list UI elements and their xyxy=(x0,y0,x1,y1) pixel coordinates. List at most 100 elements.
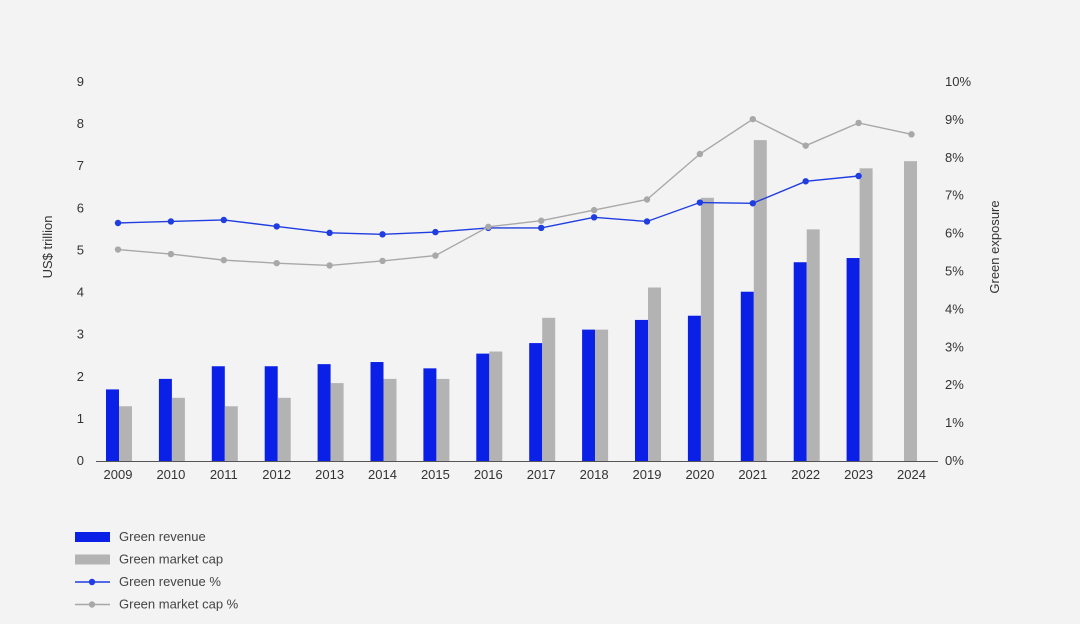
point-green-revenue-pct xyxy=(590,214,598,221)
bar-green-market-cap xyxy=(806,229,820,461)
bar-green-revenue xyxy=(423,368,437,461)
bar-green-revenue xyxy=(211,366,225,461)
point-green-market-cap-pct xyxy=(379,257,386,265)
bar-green-market-cap xyxy=(859,168,873,462)
x-tick-label: 2015 xyxy=(421,467,450,482)
bar-green-market-cap xyxy=(330,383,344,461)
point-green-market-cap-pct xyxy=(326,262,333,269)
x-tick-label: 2019 xyxy=(633,467,662,482)
left-tick-label: 2 xyxy=(77,369,84,384)
bar-green-revenue xyxy=(158,378,172,461)
x-tick-label: 2012 xyxy=(262,467,291,482)
left-tick-label: 8 xyxy=(77,116,84,131)
point-green-revenue-pct xyxy=(326,229,333,237)
right-axis-title: Green exposure xyxy=(987,200,1002,293)
x-tick-label: 2022 xyxy=(791,467,820,482)
x-tick-label: 2020 xyxy=(685,467,714,482)
x-tick-label: 2011 xyxy=(210,467,238,482)
point-green-market-cap-pct xyxy=(538,217,545,224)
x-tick-label: 2014 xyxy=(368,467,397,482)
bar-green-revenue xyxy=(529,343,543,461)
bar-green-market-cap xyxy=(648,287,661,461)
legend-marker-green-market-cap-pct xyxy=(88,601,96,608)
bar-green-revenue xyxy=(582,329,596,461)
right-tick-label: 7% xyxy=(945,188,964,203)
point-green-market-cap-pct xyxy=(855,119,862,127)
point-green-revenue-pct xyxy=(696,199,704,206)
point-green-revenue-pct xyxy=(114,219,122,227)
left-axis-title: US$ trillion xyxy=(40,216,55,279)
right-tick-label: 9% xyxy=(945,112,964,127)
right-tick-label: 5% xyxy=(945,264,964,279)
point-green-market-cap-pct xyxy=(590,206,598,214)
point-green-revenue-pct xyxy=(749,200,756,207)
bar-green-revenue xyxy=(740,291,754,461)
right-tick-label: 1% xyxy=(945,415,964,430)
point-green-revenue-pct xyxy=(802,178,809,185)
right-tick-label: 6% xyxy=(945,226,964,241)
left-tick-label: 4 xyxy=(77,285,84,300)
point-green-revenue-pct xyxy=(432,228,439,236)
point-green-revenue-pct xyxy=(379,231,386,238)
legend: Green revenue Green market cap Green reven… xyxy=(75,529,239,612)
x-tick-label: 2021 xyxy=(738,467,767,482)
left-tick-label: 0 xyxy=(77,453,84,468)
bar-green-market-cap xyxy=(700,197,714,462)
bar-green-revenue xyxy=(846,258,860,461)
x-tick-label: 2009 xyxy=(104,467,133,482)
right-axis-ticks: 0% 1% 2% 3% 4% 5% 6% 7% 8% 9% 10% xyxy=(945,74,971,468)
legend-label-green-revenue: Green revenue xyxy=(119,529,206,544)
legend-label-green-market-cap: Green market cap xyxy=(119,552,223,567)
right-tick-label: 4% xyxy=(945,301,964,316)
bar-green-revenue xyxy=(264,366,278,461)
left-tick-label: 9 xyxy=(77,74,84,89)
bar-green-market-cap xyxy=(904,161,917,461)
legend-swatch-green-revenue xyxy=(75,532,110,542)
legend-label-green-revenue-pct: Green revenue % xyxy=(119,574,221,589)
bar-green-revenue xyxy=(793,262,807,461)
point-green-market-cap-pct xyxy=(802,142,809,149)
bar-green-market-cap xyxy=(595,329,609,461)
point-green-market-cap-pct xyxy=(273,259,280,267)
bar-green-revenue xyxy=(370,362,384,461)
bar-green-market-cap xyxy=(383,378,397,461)
x-tick-label: 2013 xyxy=(315,467,344,482)
point-green-market-cap-pct xyxy=(485,223,492,230)
point-green-revenue-pct xyxy=(273,223,280,230)
left-tick-label: 1 xyxy=(77,411,84,426)
point-green-market-cap-pct xyxy=(908,131,915,138)
legend-swatch-green-market-cap xyxy=(75,554,110,565)
bar-green-market-cap xyxy=(224,406,238,461)
bar-green-market-cap xyxy=(753,140,767,461)
lines xyxy=(114,115,915,269)
line-green-market-cap-pct xyxy=(117,118,912,267)
left-tick-label: 3 xyxy=(77,327,84,342)
bars xyxy=(106,140,917,462)
point-green-market-cap-pct xyxy=(114,246,122,253)
x-tick-label: 2017 xyxy=(527,467,556,482)
point-green-revenue-pct xyxy=(220,216,227,224)
point-green-market-cap-pct xyxy=(432,252,439,259)
bar-green-revenue xyxy=(635,319,648,461)
right-tick-label: 8% xyxy=(945,150,964,165)
right-tick-label: 2% xyxy=(945,377,964,392)
left-tick-label: 5 xyxy=(77,242,84,257)
x-tick-label: 2016 xyxy=(474,467,503,482)
right-tick-label: 3% xyxy=(945,339,964,354)
bar-green-revenue xyxy=(317,364,331,461)
x-axis-ticks: 2009 2010 2011 2012 2013 2014 2015 2016 2017 2018… xyxy=(104,467,926,482)
point-green-revenue-pct xyxy=(643,218,651,225)
point-green-revenue-pct xyxy=(167,218,175,225)
bar-green-revenue xyxy=(476,353,490,461)
point-green-market-cap-pct xyxy=(696,150,704,158)
point-green-revenue-pct xyxy=(855,172,862,180)
bar-green-market-cap xyxy=(171,397,185,461)
x-tick-label: 2018 xyxy=(580,467,609,482)
left-tick-label: 7 xyxy=(77,158,84,173)
legend-marker-green-revenue-pct xyxy=(88,578,96,586)
bar-green-revenue xyxy=(687,315,701,461)
x-tick-label: 2023 xyxy=(844,467,873,482)
point-green-market-cap-pct xyxy=(643,196,651,203)
bar-green-market-cap xyxy=(436,378,450,461)
